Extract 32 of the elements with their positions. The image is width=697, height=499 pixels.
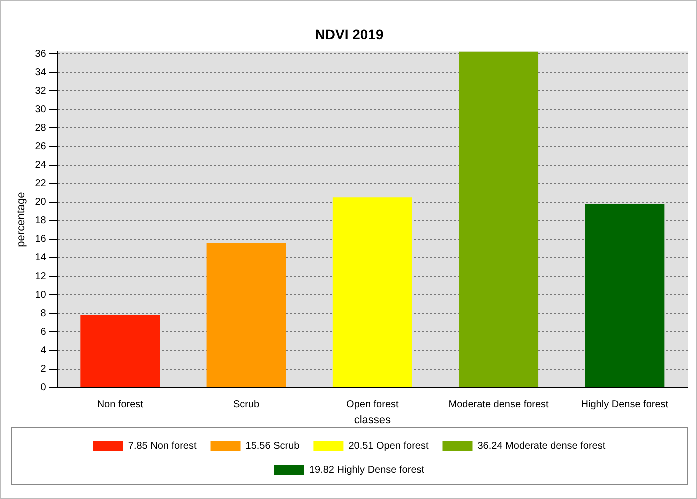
legend-label: 15.56 Scrub [246,440,300,452]
y-tick-label: 14 [35,252,47,264]
y-tick-label: 28 [35,122,47,134]
y-axis-title: percentage [16,192,28,248]
y-tick-label: 6 [40,326,47,338]
y-tick-label: 8 [40,308,47,320]
x-tick-label: Open forest [346,400,399,411]
x-tick-label: Moderate dense forest [448,400,550,411]
y-tick-label: 20 [35,197,47,208]
y-tick-label: 12 [35,271,47,282]
y-tick-label: 16 [35,234,47,246]
y-tick-label: 10 [35,290,47,301]
y-tick-label: 18 [35,216,47,227]
y-tick-label: 34 [35,67,47,78]
x-axis-title: classes [354,414,392,426]
y-tick-label: 4 [40,345,47,356]
legend-label: 7.85 Non forest [128,440,197,452]
chart-title: NDVI 2019 [315,26,384,42]
x-tick-label: Scrub [233,400,260,411]
y-tick-label: 36 [35,48,47,60]
x-tick-label: Non forest [97,400,144,411]
y-tick-label: 26 [35,141,47,152]
x-tick-label: Highly Dense forest [581,400,669,411]
y-tick-label: 22 [35,178,47,190]
y-tick-label: 30 [35,104,47,116]
legend-label: 36.24 Moderate dense forest [478,440,606,452]
y-tick-label: 32 [35,86,47,97]
y-tick-label: 24 [35,160,47,172]
y-tick-label: 2 [40,364,47,376]
legend-label: 20.51 Open forest [348,440,429,452]
legend-label: 19.82 Highly Dense forest [309,464,425,476]
y-tick-label: 0 [40,382,47,394]
